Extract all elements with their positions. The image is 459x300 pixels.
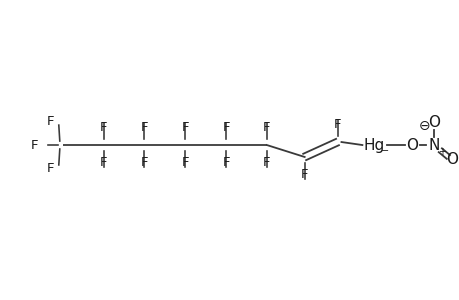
Text: O: O [445, 152, 457, 167]
Text: ⊖: ⊖ [417, 119, 429, 133]
Text: F: F [181, 156, 189, 169]
Text: F: F [140, 156, 148, 169]
Text: +: + [437, 147, 445, 157]
Text: F: F [333, 118, 341, 131]
Text: O: O [405, 137, 417, 152]
Text: F: F [100, 156, 107, 169]
Text: −: − [381, 146, 388, 156]
Text: F: F [222, 121, 229, 134]
Text: F: F [100, 121, 107, 134]
Text: Hg: Hg [363, 137, 384, 152]
Text: F: F [47, 162, 55, 175]
Text: F: F [300, 168, 308, 181]
Text: F: F [47, 115, 55, 128]
Text: F: F [181, 121, 189, 134]
Text: F: F [263, 156, 270, 169]
Text: F: F [30, 139, 38, 152]
Text: F: F [222, 156, 229, 169]
Text: O: O [427, 115, 439, 130]
Text: F: F [263, 121, 270, 134]
Text: F: F [140, 121, 148, 134]
Text: N: N [427, 137, 439, 152]
